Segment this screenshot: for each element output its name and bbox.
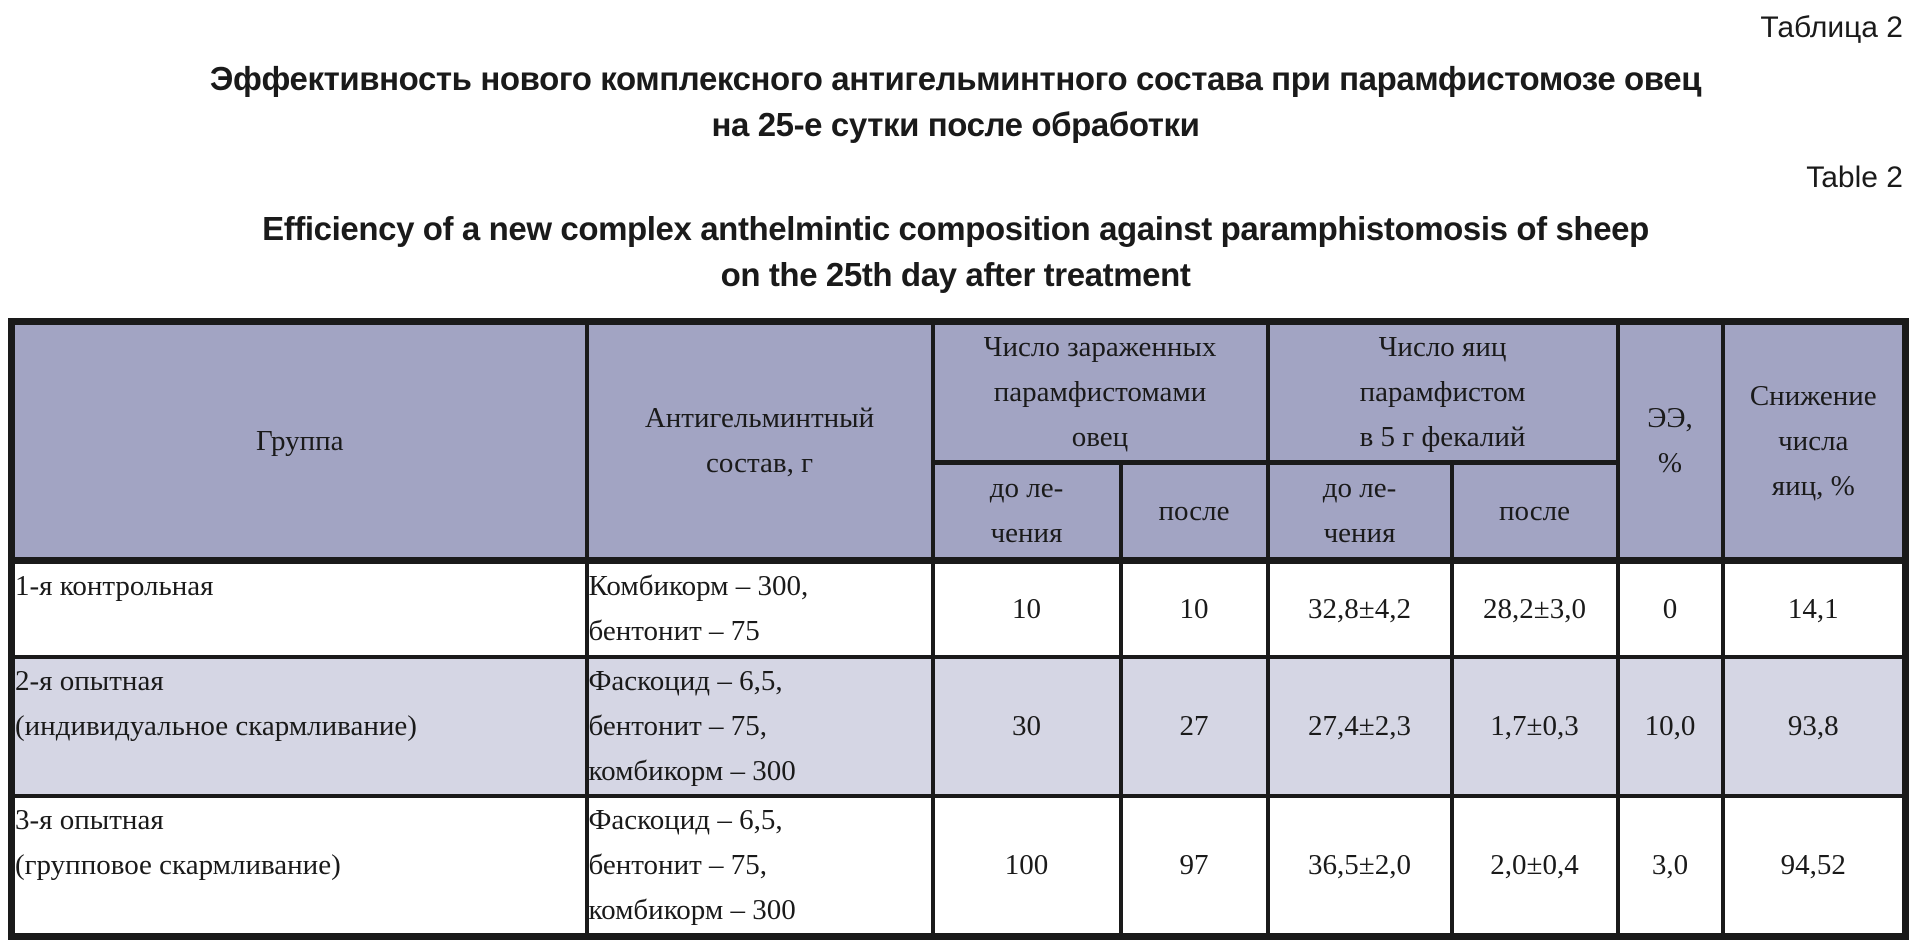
cell-infected-after: 97 — [1118, 793, 1270, 938]
col-header-composition: Антигельминтный состав, г — [584, 319, 935, 563]
table-row-experimental-group: 3-я опытная (групповое скармливание) Фас… — [9, 793, 1908, 938]
header-row-subcolumns: до ле- чения после до ле- чения после — [12, 460, 1906, 563]
cell-reduction: 93,8 — [1720, 654, 1908, 798]
table-row-control: 1-я контрольная Комбикорм – 300, бентони… — [9, 557, 1908, 659]
cell-ee: 0 — [1615, 557, 1725, 659]
col-header-infected-before: до ле- чения — [930, 460, 1123, 563]
cell-ee: 3,0 — [1615, 793, 1725, 938]
col-header-egg-reduction: Снижение числа яиц, % — [1720, 319, 1908, 563]
col-header-eggs-before: до ле- чения — [1265, 460, 1454, 563]
col-header-egg-count: Число яиц парамфистом в 5 г фекалий — [1265, 319, 1620, 465]
cell-infected-after: 10 — [1118, 557, 1270, 659]
cell-composition: Фаскоцид – 6,5, бентонит – 75, комбикорм… — [584, 793, 935, 938]
cell-eggs-before: 32,8±4,2 — [1265, 557, 1454, 659]
cell-ee: 10,0 — [1615, 654, 1725, 798]
page-container: Таблица 2 Эффективность нового комплексн… — [0, 10, 1911, 940]
cell-composition: Комбикорм – 300, бентонит – 75 — [584, 557, 935, 659]
cell-infected-before: 100 — [930, 793, 1123, 938]
cell-eggs-after: 2,0±0,4 — [1449, 793, 1620, 938]
cell-group: 1-я контрольная — [9, 557, 589, 659]
col-header-infected-sheep: Число зараженных парамфистомами овец — [930, 319, 1270, 465]
col-header-group: Группа — [9, 319, 589, 563]
cell-infected-before: 30 — [930, 654, 1123, 798]
table-body: 1-я контрольная Комбикорм – 300, бентони… — [9, 557, 1908, 938]
table-row-experimental-individual: 2-я опытная (индивидуальное скармливание… — [9, 654, 1908, 798]
cell-eggs-before: 27,4±2,3 — [1265, 654, 1454, 798]
col-header-infected-after: после — [1118, 460, 1270, 563]
cell-eggs-after: 28,2±3,0 — [1449, 557, 1620, 659]
cell-group: 3-я опытная (групповое скармливание) — [9, 793, 589, 938]
table-header: Группа Антигельминтный состав, г Число з… — [9, 319, 1908, 563]
table-number-label-en: Table 2 — [1806, 161, 1903, 194]
cell-reduction: 14,1 — [1720, 557, 1908, 659]
cell-composition: Фаскоцид – 6,5, бентонит – 75, комбикорм… — [584, 654, 935, 798]
col-header-ee-percent: ЭЭ, % — [1615, 319, 1725, 563]
cell-group: 2-я опытная (индивидуальное скармливание… — [9, 654, 589, 798]
paper-page: { "page": { "table_label_ru": "Таблица 2… — [0, 10, 1911, 952]
cell-eggs-before: 36,5±2,0 — [1265, 793, 1454, 938]
results-table: Группа Антигельминтный состав, г Число з… — [8, 318, 1910, 940]
cell-infected-after: 27 — [1118, 654, 1270, 798]
cell-infected-before: 10 — [930, 557, 1123, 659]
cell-reduction: 94,52 — [1720, 793, 1908, 938]
table-title-russian: Эффективность нового комплексного антиге… — [209, 60, 1702, 143]
table-number-label-ru: Таблица 2 — [1760, 11, 1903, 44]
header-row-groups: Группа Антигельминтный состав, г Число з… — [9, 319, 1908, 563]
col-header-eggs-after: после — [1449, 460, 1620, 563]
cell-eggs-after: 1,7±0,3 — [1449, 654, 1620, 798]
table-title-english: Efficiency of a new complex anthelmintic… — [262, 210, 1649, 293]
